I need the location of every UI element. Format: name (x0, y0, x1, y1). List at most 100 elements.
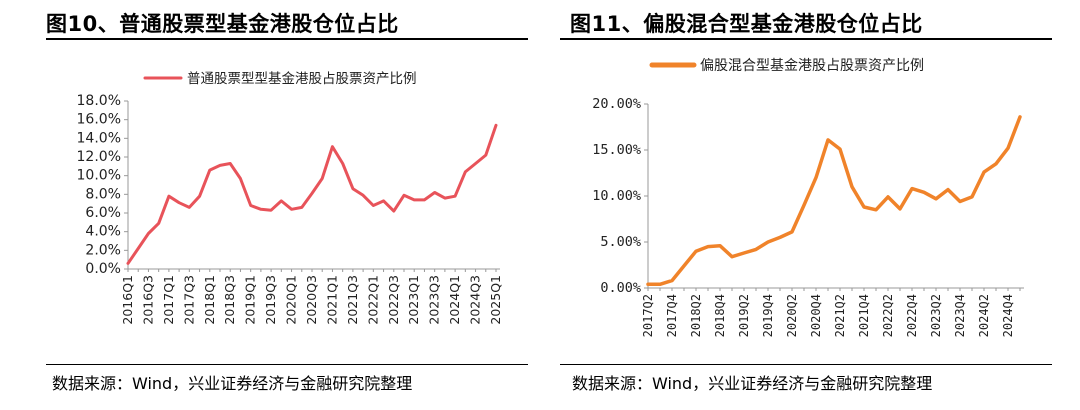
data-point (959, 200, 961, 202)
x-tick-label: 2018Q1 (202, 275, 217, 325)
data-point (923, 191, 925, 193)
x-tick-label: 2021Q3 (345, 275, 360, 325)
data-point (311, 192, 313, 194)
y-tick-label: 8.0% (85, 186, 121, 202)
x-tick-label: 2018Q4 (713, 294, 727, 337)
y-tick-label: 0.00% (600, 280, 641, 296)
y-tick-label: 5.00% (600, 234, 641, 250)
data-point (341, 162, 343, 164)
x-tick-label: 2023Q1 (406, 275, 421, 325)
data-point (372, 204, 374, 206)
data-point (1007, 147, 1009, 149)
y-tick-label: 2.0% (85, 242, 121, 258)
data-point (464, 171, 466, 173)
data-point (1019, 116, 1021, 118)
data-point (403, 194, 405, 196)
data-point (433, 191, 435, 193)
data-point (647, 283, 649, 285)
x-tick-label: 2019Q1 (243, 275, 258, 325)
data-point (935, 198, 937, 200)
data-point (791, 231, 793, 233)
data-point (301, 206, 303, 208)
data-point (743, 252, 745, 254)
data-point (219, 164, 221, 166)
data-point (683, 265, 685, 267)
data-point (983, 171, 985, 173)
line-chart-mixed-fund: 0.00% 5.00% 10.00% 15.00% 20.00% 2017Q2 2017Q4… (592, 57, 1024, 337)
data-point (887, 196, 889, 198)
data-point (137, 247, 139, 249)
figure-title: 图10、普通股票型基金港股仓位占比 (46, 12, 399, 36)
legend-label: 普通股票型型基金港股占股票资产比例 (187, 70, 417, 87)
data-point (815, 176, 817, 178)
data-point (899, 208, 901, 210)
series-line (126, 123, 498, 265)
y-tick-label: 10.0% (77, 168, 121, 184)
data-point (260, 208, 262, 210)
data-point (731, 256, 733, 258)
x-tick-label: 2021Q4 (857, 294, 871, 337)
y-tick-label: 12.0% (77, 149, 121, 165)
data-point (695, 250, 697, 252)
data-point (707, 245, 709, 247)
data-point (719, 244, 721, 246)
x-tick-label: 2019Q4 (761, 294, 775, 337)
data-point (178, 202, 180, 204)
chart-panel-stock-fund: 图10、普通股票型基金港股仓位占比 0.0% 2.0% 4.0% 6.0% 8.0% 10… (46, 12, 528, 393)
line-chart-stock-fund: 0.0% 2.0% 4.0% 6.0% 8.0% 10.0% 12.0% 14.0% 16.0%… (77, 70, 503, 325)
legend-label: 偏股混合型基金港股占股票资产比例 (700, 57, 924, 74)
title-rule (46, 38, 528, 40)
y-tick-label: 16.0% (77, 112, 121, 128)
x-tick-label: 2018Q3 (222, 275, 237, 325)
data-point (659, 283, 661, 285)
data-point (851, 186, 853, 188)
x-tick-label: 2022Q4 (905, 294, 919, 337)
x-tick-label: 2021Q2 (833, 294, 847, 337)
title-rule (560, 38, 1052, 40)
x-tick-label: 2017Q3 (181, 275, 196, 325)
data-point (352, 188, 354, 190)
x-tick-label: 2024Q3 (468, 275, 483, 325)
figure-title: 图11、偏股混合型基金港股仓位占比 (570, 12, 923, 36)
y-tick-label: 20.00% (592, 96, 641, 112)
y-tick-label: 4.0% (85, 224, 121, 240)
data-point (827, 139, 829, 141)
data-point (671, 279, 673, 281)
data-point (474, 162, 476, 164)
y-tick-label: 6.0% (85, 205, 121, 221)
x-tick-label: 2022Q3 (386, 275, 401, 325)
data-point (495, 124, 497, 126)
data-point (270, 209, 272, 211)
x-tick-label: 2017Q1 (161, 275, 176, 325)
data-point (198, 195, 200, 197)
data-point (839, 148, 841, 150)
data-point (290, 208, 292, 210)
y-tick-label: 18.0% (77, 93, 121, 109)
data-point (321, 177, 323, 179)
data-point (362, 194, 364, 196)
x-tick-label: 2023Q2 (929, 294, 943, 337)
x-tick-label: 2020Q3 (304, 275, 319, 325)
x-tick-label: 2021Q1 (324, 275, 339, 325)
data-point (239, 177, 241, 179)
x-tick-label: 2023Q3 (427, 275, 442, 325)
data-point (157, 222, 159, 224)
data-point (755, 248, 757, 250)
y-tick-label: 0.0% (85, 261, 121, 277)
x-tick-label: 2018Q2 (689, 294, 703, 337)
data-point (280, 200, 282, 202)
x-tick-label: 2025Q1 (488, 275, 503, 325)
y-tick-label: 14.0% (77, 130, 121, 146)
data-point (382, 200, 384, 202)
data-point (485, 154, 487, 156)
data-point (168, 195, 170, 197)
x-tick-label: 2022Q2 (881, 294, 895, 337)
data-point (331, 146, 333, 148)
data-point (454, 195, 456, 197)
data-point (767, 241, 769, 243)
x-tick-label: 2017Q4 (665, 294, 679, 337)
x-tick-label: 2024Q1 (447, 275, 462, 325)
data-point (209, 169, 211, 171)
source-note: 数据来源：Wind，兴业证券经济与金融研究院整理 (52, 374, 413, 393)
x-tick-label: 2023Q4 (953, 294, 967, 337)
